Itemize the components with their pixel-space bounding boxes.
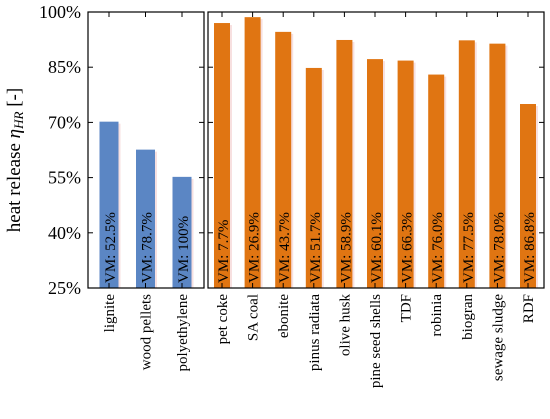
bar-robinia bbox=[428, 74, 445, 288]
bar-value-label: VM: 52.5% bbox=[103, 212, 119, 283]
bar-tdf bbox=[397, 60, 414, 288]
bars-layer bbox=[99, 17, 538, 289]
bar-sewage-sludge bbox=[489, 43, 506, 289]
bar-pine-seed-shells bbox=[367, 59, 383, 288]
axes-layer: 25% 40% 55% 70% 85% 100% lignite wood pellets po… bbox=[39, 2, 545, 388]
bar-value-label: VM: 77.5% bbox=[461, 212, 477, 283]
x-tick-label: pet coke bbox=[215, 294, 231, 345]
x-tick-label: lignite bbox=[102, 294, 118, 333]
bar-rdf bbox=[520, 104, 536, 288]
bar-value-label: VM: 78.7% bbox=[140, 212, 156, 283]
y-tick-label: 55% bbox=[48, 168, 81, 188]
bar-lignite bbox=[99, 121, 119, 288]
x-tick-label: TDF bbox=[399, 294, 415, 322]
bar-olive-husk bbox=[336, 39, 353, 288]
bar-value-label: VM: 7.7% bbox=[216, 220, 232, 283]
bar-pet-coke bbox=[214, 23, 230, 288]
y-tick-label: 70% bbox=[48, 112, 81, 132]
x-tick-label: biogran bbox=[460, 294, 476, 340]
x-tick-label: SA coal bbox=[246, 294, 262, 341]
y-tick-label: 25% bbox=[48, 278, 81, 298]
bar-ebonite bbox=[275, 31, 292, 288]
x-tick-label: polyethylene bbox=[175, 294, 191, 372]
bar-labels-layer: VM: 52.5% VM: 78.7% VM: 100% VM: 7.7% VM: 26… bbox=[103, 212, 538, 283]
bar-pinus-radiata bbox=[305, 67, 322, 288]
x-tick-label: pinus radiata bbox=[307, 294, 323, 371]
bar-value-label: VM: 51.7% bbox=[308, 212, 324, 283]
plot-frame-right bbox=[207, 11, 545, 289]
bar-sa-coal bbox=[244, 17, 261, 288]
bar-polyethylene bbox=[172, 176, 192, 288]
x-tick-label: pine seed shells bbox=[368, 294, 384, 388]
bar-value-label: VM: 78.0% bbox=[491, 212, 507, 283]
bar-value-label: VM: 43.7% bbox=[277, 212, 293, 283]
bar-value-label: VM: 60.1% bbox=[369, 212, 385, 283]
y-axis-label: heat release ηHR [-] bbox=[4, 88, 26, 232]
x-tick-label: RDF bbox=[521, 294, 537, 323]
x-tick-label: sewage sludge bbox=[490, 294, 506, 381]
bar-value-label: VM: 76.0% bbox=[430, 212, 446, 283]
x-tick-label: olive husk bbox=[337, 294, 353, 357]
bar-wood-pellets bbox=[136, 149, 155, 288]
bar-value-label: VM: 66.3% bbox=[400, 212, 416, 283]
bar-value-label: VM: 100% bbox=[176, 216, 192, 283]
x-tick-label: ebonite bbox=[276, 294, 292, 338]
y-tick-label: 40% bbox=[48, 223, 81, 243]
x-tick-label: wood pellets bbox=[139, 294, 155, 370]
y-tick-label: 85% bbox=[48, 57, 81, 77]
bar-value-label: VM: 86.8% bbox=[522, 212, 538, 283]
x-tick-label: robinia bbox=[429, 294, 445, 337]
bar-biogran bbox=[458, 40, 475, 288]
bar-value-label: VM: 58.9% bbox=[338, 212, 354, 283]
bar-value-label: VM: 26.9% bbox=[247, 212, 263, 283]
y-tick-label: 100% bbox=[39, 2, 81, 22]
